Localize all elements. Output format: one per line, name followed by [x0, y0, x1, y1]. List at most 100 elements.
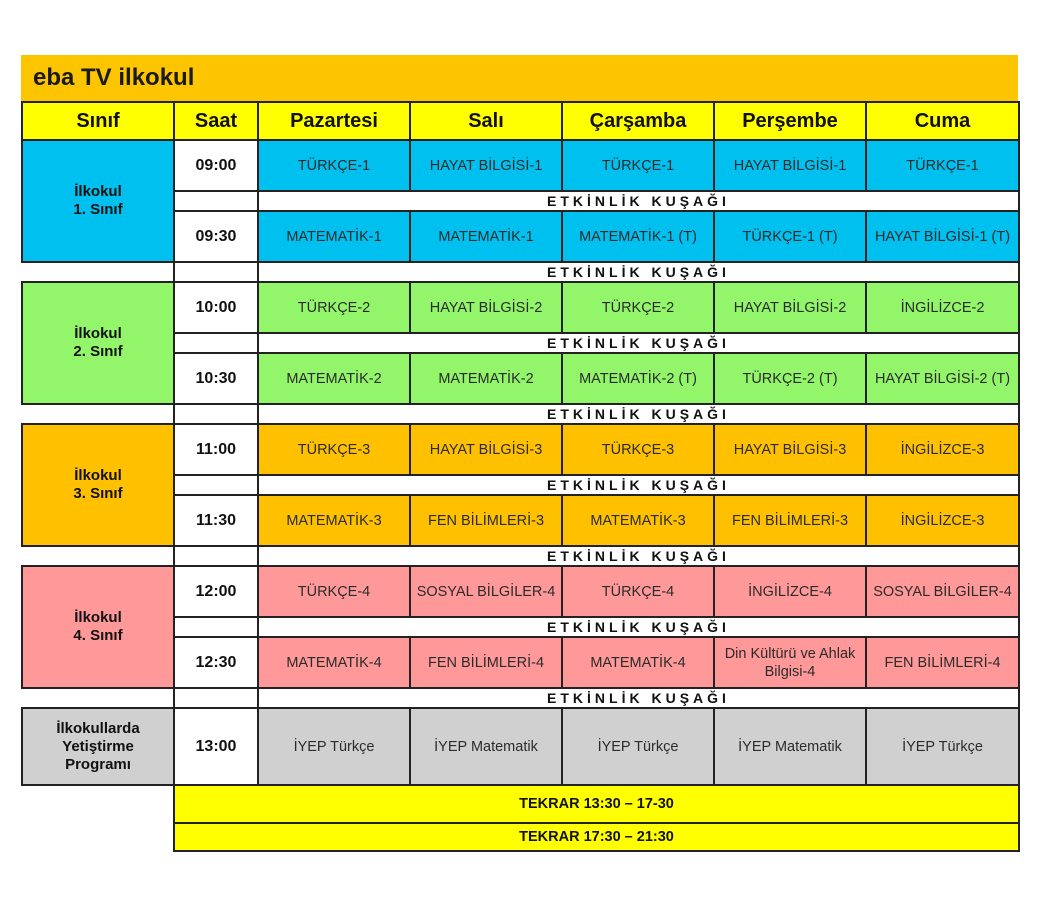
time-cell: 12:30 — [173, 636, 259, 689]
class-label: İlkokul 3. Sınıf — [21, 423, 175, 547]
column-header: Salı — [409, 101, 563, 141]
table-row: İlkokul 1. Sınıf 09:00 TÜRKÇE-1 HAYAT BİLGİ… — [21, 139, 1020, 263]
lesson-cell: MATEMATİK-4 — [257, 636, 411, 689]
empty-time-cell — [173, 616, 259, 638]
table-row: TEKRAR 17:30 – 21:30 — [22, 822, 1020, 852]
lesson-cell: İNGİLİZCE-3 — [865, 494, 1020, 547]
lesson-cell: MATEMATİK-2 — [409, 352, 563, 405]
lesson-cell: TÜRKÇE-1 — [561, 139, 715, 192]
lesson-cell: İNGİLİZCE-4 — [713, 565, 867, 618]
lesson-cell: TÜRKÇE-4 — [257, 565, 411, 618]
table-row: ETKİNLİK KUŞAĞI — [22, 261, 1020, 283]
lesson-cell: SOSYAL BİLGİLER-4 — [865, 565, 1020, 618]
lesson-cell: HAYAT BİLGİSİ-1 — [409, 139, 563, 192]
column-header: Saat — [173, 101, 259, 141]
lesson-cell: TÜRKÇE-3 — [257, 423, 411, 476]
time-cell: 09:30 — [173, 210, 259, 263]
lesson-cell: HAYAT BİLGİSİ-2 — [713, 281, 867, 334]
time-cell: 09:00 — [173, 139, 259, 192]
repeat-time-banner: TEKRAR 17:30 – 21:30 — [173, 822, 1020, 852]
empty-time-cell — [173, 545, 259, 567]
lesson-cell: TÜRKÇE-2 (T) — [713, 352, 867, 405]
table-row: ETKİNLİK KUŞAĞI — [22, 616, 1020, 638]
lesson-cell: TÜRKÇE-1 — [257, 139, 411, 192]
lesson-cell: HAYAT BİLGİSİ-1 — [713, 139, 867, 192]
activity-break-label: ETKİNLİK KUŞAĞI — [257, 261, 1020, 283]
lesson-cell: MATEMATİK-2 — [257, 352, 411, 405]
lesson-cell: TÜRKÇE-1 (T) — [713, 210, 867, 263]
table-row: ETKİNLİK KUŞAĞI — [22, 332, 1020, 354]
repeat-time-banner: TEKRAR 13:30 – 17-30 — [173, 784, 1020, 824]
table-row: İlkokul 4. Sınıf 12:00 TÜRKÇE-4 SOSYAL BİLG… — [21, 565, 1020, 689]
activity-break-label: ETKİNLİK KUŞAĞI — [257, 545, 1020, 567]
empty-time-cell — [173, 687, 259, 709]
lesson-cell: Din Kültürü ve Ahlak Bilgisi-4 — [713, 636, 867, 689]
column-header: Sınıf — [21, 101, 175, 141]
table-row: ETKİNLİK KUŞAĞI — [22, 545, 1020, 567]
table-row: İlkokul 2. Sınıf 10:00 TÜRKÇE-2 HAYAT BİLGİ… — [21, 281, 1020, 405]
lesson-cell: İNGİLİZCE-2 — [865, 281, 1020, 334]
table-row: 12:30 MATEMATİK-4 FEN BİLİMLERİ-4 MATEMATİK… — [22, 636, 1020, 689]
lesson-cell: MATEMATİK-2 (T) — [561, 352, 715, 405]
column-header: Cuma — [865, 101, 1020, 141]
lesson-cell: İNGİLİZCE-3 — [865, 423, 1020, 476]
lesson-cell: MATEMATİK-1 — [409, 210, 563, 263]
lesson-cell: FEN BİLİMLERİ-4 — [865, 636, 1020, 689]
lesson-cell: İYEP Türkçe — [561, 707, 715, 786]
class-label: İlkokul 4. Sınıf — [21, 565, 175, 689]
lesson-cell: MATEMATİK-3 — [257, 494, 411, 547]
time-cell: 10:30 — [173, 352, 259, 405]
lesson-cell: TÜRKÇE-4 — [561, 565, 715, 618]
lesson-cell: TÜRKÇE-2 — [561, 281, 715, 334]
lesson-cell: MATEMATİK-4 — [561, 636, 715, 689]
lesson-cell: İYEP Matematik — [713, 707, 867, 786]
empty-time-cell — [173, 474, 259, 496]
activity-break-label: ETKİNLİK KUŞAĞI — [257, 616, 1020, 638]
empty-time-cell — [173, 190, 259, 212]
table-row: ETKİNLİK KUŞAĞI — [22, 190, 1020, 212]
table-row: ETKİNLİK KUŞAĞI — [22, 474, 1020, 496]
lesson-cell: HAYAT BİLGİSİ-3 — [409, 423, 563, 476]
time-cell: 12:00 — [173, 565, 259, 618]
lesson-cell: MATEMATİK-1 (T) — [561, 210, 715, 263]
schedule-table: Sınıf Saat Pazartesi Salı Çarşamba Perşembe Cu… — [21, 101, 1020, 852]
activity-break-label: ETKİNLİK KUŞAĞI — [257, 332, 1020, 354]
table-row: İlkokullarda Yetiştirme Programı 13:00 İYE… — [21, 707, 1020, 786]
activity-break-label: ETKİNLİK KUŞAĞI — [257, 687, 1020, 709]
table-row: 09:30 MATEMATİK-1 MATEMATİK-1 MATEMATİK-1 (… — [22, 210, 1020, 263]
class-label: İlkokul 1. Sınıf — [21, 139, 175, 263]
activity-break-label: ETKİNLİK KUŞAĞI — [257, 403, 1020, 425]
lesson-cell: İYEP Türkçe — [865, 707, 1020, 786]
table-row: 10:30 MATEMATİK-2 MATEMATİK-2 MATEMATİK-2 (… — [22, 352, 1020, 405]
lesson-cell: FEN BİLİMLERİ-3 — [713, 494, 867, 547]
table-row: 11:30 MATEMATİK-3 FEN BİLİMLERİ-3 MATEMATİK… — [22, 494, 1020, 547]
lesson-cell: MATEMATİK-1 — [257, 210, 411, 263]
empty-cell — [22, 785, 175, 823]
class-label: İlkokullarda Yetiştirme Programı — [21, 707, 175, 786]
lesson-cell: FEN BİLİMLERİ-3 — [409, 494, 563, 547]
table-row: Sınıf Saat Pazartesi Salı Çarşamba Perşembe Cu… — [21, 101, 1020, 141]
lesson-cell: TÜRKÇE-1 — [865, 139, 1020, 192]
time-cell: 13:00 — [173, 707, 259, 786]
empty-cell — [22, 823, 175, 851]
empty-cell — [22, 404, 175, 424]
table-row: İlkokul 3. Sınıf 11:00 TÜRKÇE-3 HAYAT BİLGİ… — [21, 423, 1020, 547]
lesson-cell: SOSYAL BİLGİLER-4 — [409, 565, 563, 618]
lesson-cell: İYEP Türkçe — [257, 707, 411, 786]
activity-break-label: ETKİNLİK KUŞAĞI — [257, 474, 1020, 496]
time-cell: 11:30 — [173, 494, 259, 547]
empty-cell — [22, 688, 175, 708]
empty-cell — [22, 262, 175, 282]
time-cell: 11:00 — [173, 423, 259, 476]
empty-time-cell — [173, 403, 259, 425]
column-header: Çarşamba — [561, 101, 715, 141]
time-cell: 10:00 — [173, 281, 259, 334]
lesson-cell: HAYAT BİLGİSİ-1 (T) — [865, 210, 1020, 263]
lesson-cell: HAYAT BİLGİSİ-3 — [713, 423, 867, 476]
empty-time-cell — [173, 261, 259, 283]
class-label: İlkokul 2. Sınıf — [21, 281, 175, 405]
lesson-cell: MATEMATİK-3 — [561, 494, 715, 547]
lesson-cell: HAYAT BİLGİSİ-2 (T) — [865, 352, 1020, 405]
table-row: ETKİNLİK KUŞAĞI — [22, 403, 1020, 425]
page-title: eba TV ilkokul — [21, 55, 1018, 101]
